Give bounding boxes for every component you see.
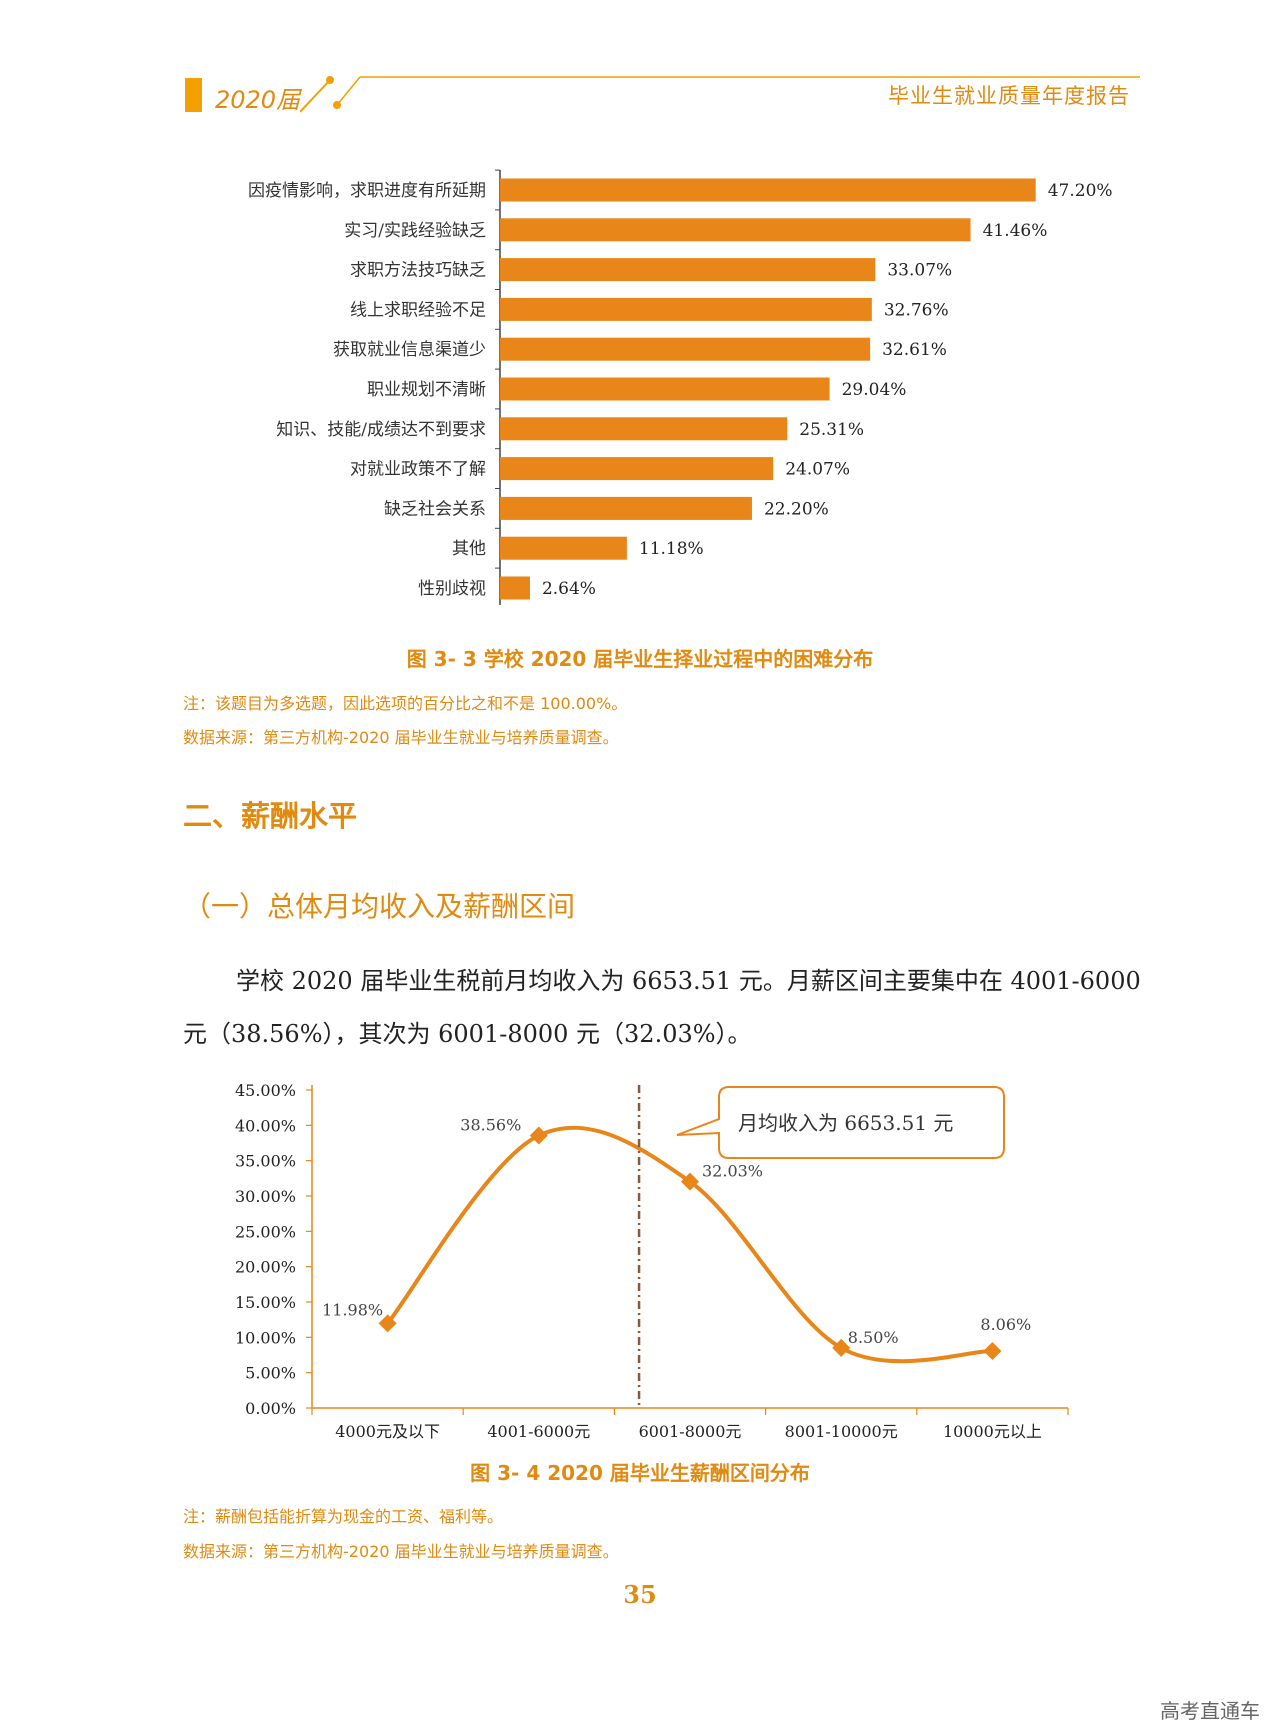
bar-category-label: 实习/实践经验缺乏 (344, 221, 486, 241)
bar-category-label: 性别歧视 (418, 579, 486, 599)
bar-category-label: 因疫情影响，求职进度有所延期 (248, 181, 486, 201)
bar-value-label: 22.20% (764, 499, 829, 519)
paragraph-line-2: 元（38.56%），其次为 6001-8000 元（32.03%）。 (183, 1020, 752, 1048)
salary-line-chart: 0.00% 5.00% 10.00% 15.00% 20.00% 25.00% 30.00%… (235, 1081, 1069, 1441)
subsection-heading: （一）总体月均收入及薪酬区间 (183, 890, 576, 923)
bar (500, 218, 971, 242)
bar-value-label: 29.04% (842, 380, 907, 400)
y-tick-label: 25.00% (235, 1222, 296, 1241)
y-tick-label: 0.00% (245, 1399, 296, 1418)
bar (500, 258, 876, 282)
x-tick-label: 8001-10000元 (785, 1422, 898, 1441)
bar-category-label: 求职方法技巧缺乏 (350, 261, 486, 281)
bar-value-label: 2.64% (542, 579, 596, 599)
difficulty-bar-chart: 因疫情影响，求职进度有所延期 47.20% 实习/实践经验缺乏 41.46% 求职方法技… (248, 169, 1113, 605)
x-tick-label: 4000元及以下 (335, 1422, 440, 1441)
bar-value-label: 33.07% (887, 261, 952, 281)
figure-3-4-source: 数据来源：第三方机构-2020 届毕业生就业与培养质量调查。 (183, 1542, 619, 1561)
bar (500, 576, 530, 600)
y-tick-label: 30.00% (235, 1187, 296, 1206)
header-accent-bar (185, 78, 202, 112)
bar (500, 297, 872, 321)
watermark: 高考直通车 (1160, 1699, 1260, 1723)
bar-value-label: 11.18% (639, 539, 704, 559)
y-tick-label: 40.00% (235, 1116, 296, 1135)
average-income-callout: 月均收入为 6653.51 元 (676, 1086, 1005, 1159)
y-tick-label: 10.00% (235, 1328, 296, 1347)
data-value-label: 11.98% (322, 1300, 383, 1319)
bar-value-label: 47.20% (1048, 181, 1113, 201)
data-point (529, 1126, 548, 1145)
x-tick-label: 4001-6000元 (487, 1422, 590, 1441)
bar-value-label: 41.46% (983, 221, 1048, 241)
bar-value-label: 32.61% (882, 340, 947, 360)
figure-3-3-source: 数据来源：第三方机构-2020 届毕业生就业与培养质量调查。 (183, 728, 619, 747)
bar (500, 178, 1036, 202)
callout-text: 月均收入为 6653.51 元 (738, 1111, 953, 1135)
bar-category-label: 其他 (452, 539, 486, 559)
bar-category-label: 缺乏社会关系 (384, 499, 486, 519)
figure-3-4-caption: 图 3- 4 2020 届毕业生薪酬区间分布 (470, 1461, 810, 1485)
bar-value-label: 25.31% (799, 420, 864, 440)
y-tick-label: 45.00% (235, 1081, 296, 1100)
bar (500, 496, 752, 520)
data-value-label: 8.06% (980, 1315, 1031, 1334)
header-year: 2020届 (215, 86, 301, 114)
bar-value-label: 32.76% (884, 300, 949, 320)
y-tick-label: 35.00% (235, 1152, 296, 1171)
salary-series-line (386, 1125, 993, 1364)
figure-3-3-note: 注：该题目为多选题，因此选项的百分比之和不是 100.00%。 (183, 694, 628, 713)
y-tick-label: 5.00% (245, 1364, 296, 1383)
bar-category-label: 职业规划不清晰 (367, 380, 486, 400)
bar-category-label: 线上求职经验不足 (350, 300, 486, 320)
x-tick-label: 6001-8000元 (639, 1422, 742, 1441)
bar (500, 337, 871, 361)
paragraph-line-1: 学校 2020 届毕业生税前月均收入为 6653.51 元。月薪区间主要集中在 … (236, 967, 1141, 995)
bar-category-label: 知识、技能/成绩达不到要求 (276, 420, 486, 440)
bar (500, 377, 830, 401)
data-point (378, 1314, 397, 1333)
bar (500, 417, 788, 441)
data-point (832, 1338, 851, 1357)
data-value-label: 38.56% (460, 1116, 521, 1135)
header-title: 毕业生就业质量年度报告 (888, 84, 1130, 108)
figure-3-4-note: 注：薪酬包括能折算为现金的工资、福利等。 (183, 1507, 504, 1526)
data-point (983, 1342, 1002, 1361)
page-number: 35 (623, 1580, 657, 1609)
bar-value-label: 24.07% (785, 460, 850, 480)
y-tick-label: 20.00% (235, 1258, 296, 1277)
figure-3-3-caption: 图 3- 3 学校 2020 届毕业生择业过程中的困难分布 (406, 647, 874, 671)
section-heading: 二、薪酬水平 (183, 799, 358, 833)
x-tick-label: 10000元以上 (943, 1422, 1042, 1441)
bar-category-label: 获取就业信息渠道少 (333, 340, 486, 360)
y-tick-label: 15.00% (235, 1293, 296, 1312)
bar-category-label: 对就业政策不了解 (350, 460, 486, 480)
data-value-label: 32.03% (702, 1162, 763, 1181)
bar (500, 457, 774, 481)
data-point (681, 1172, 699, 1191)
header-decoration (300, 76, 1140, 113)
data-value-label: 8.50% (848, 1328, 899, 1347)
bar (500, 536, 627, 560)
